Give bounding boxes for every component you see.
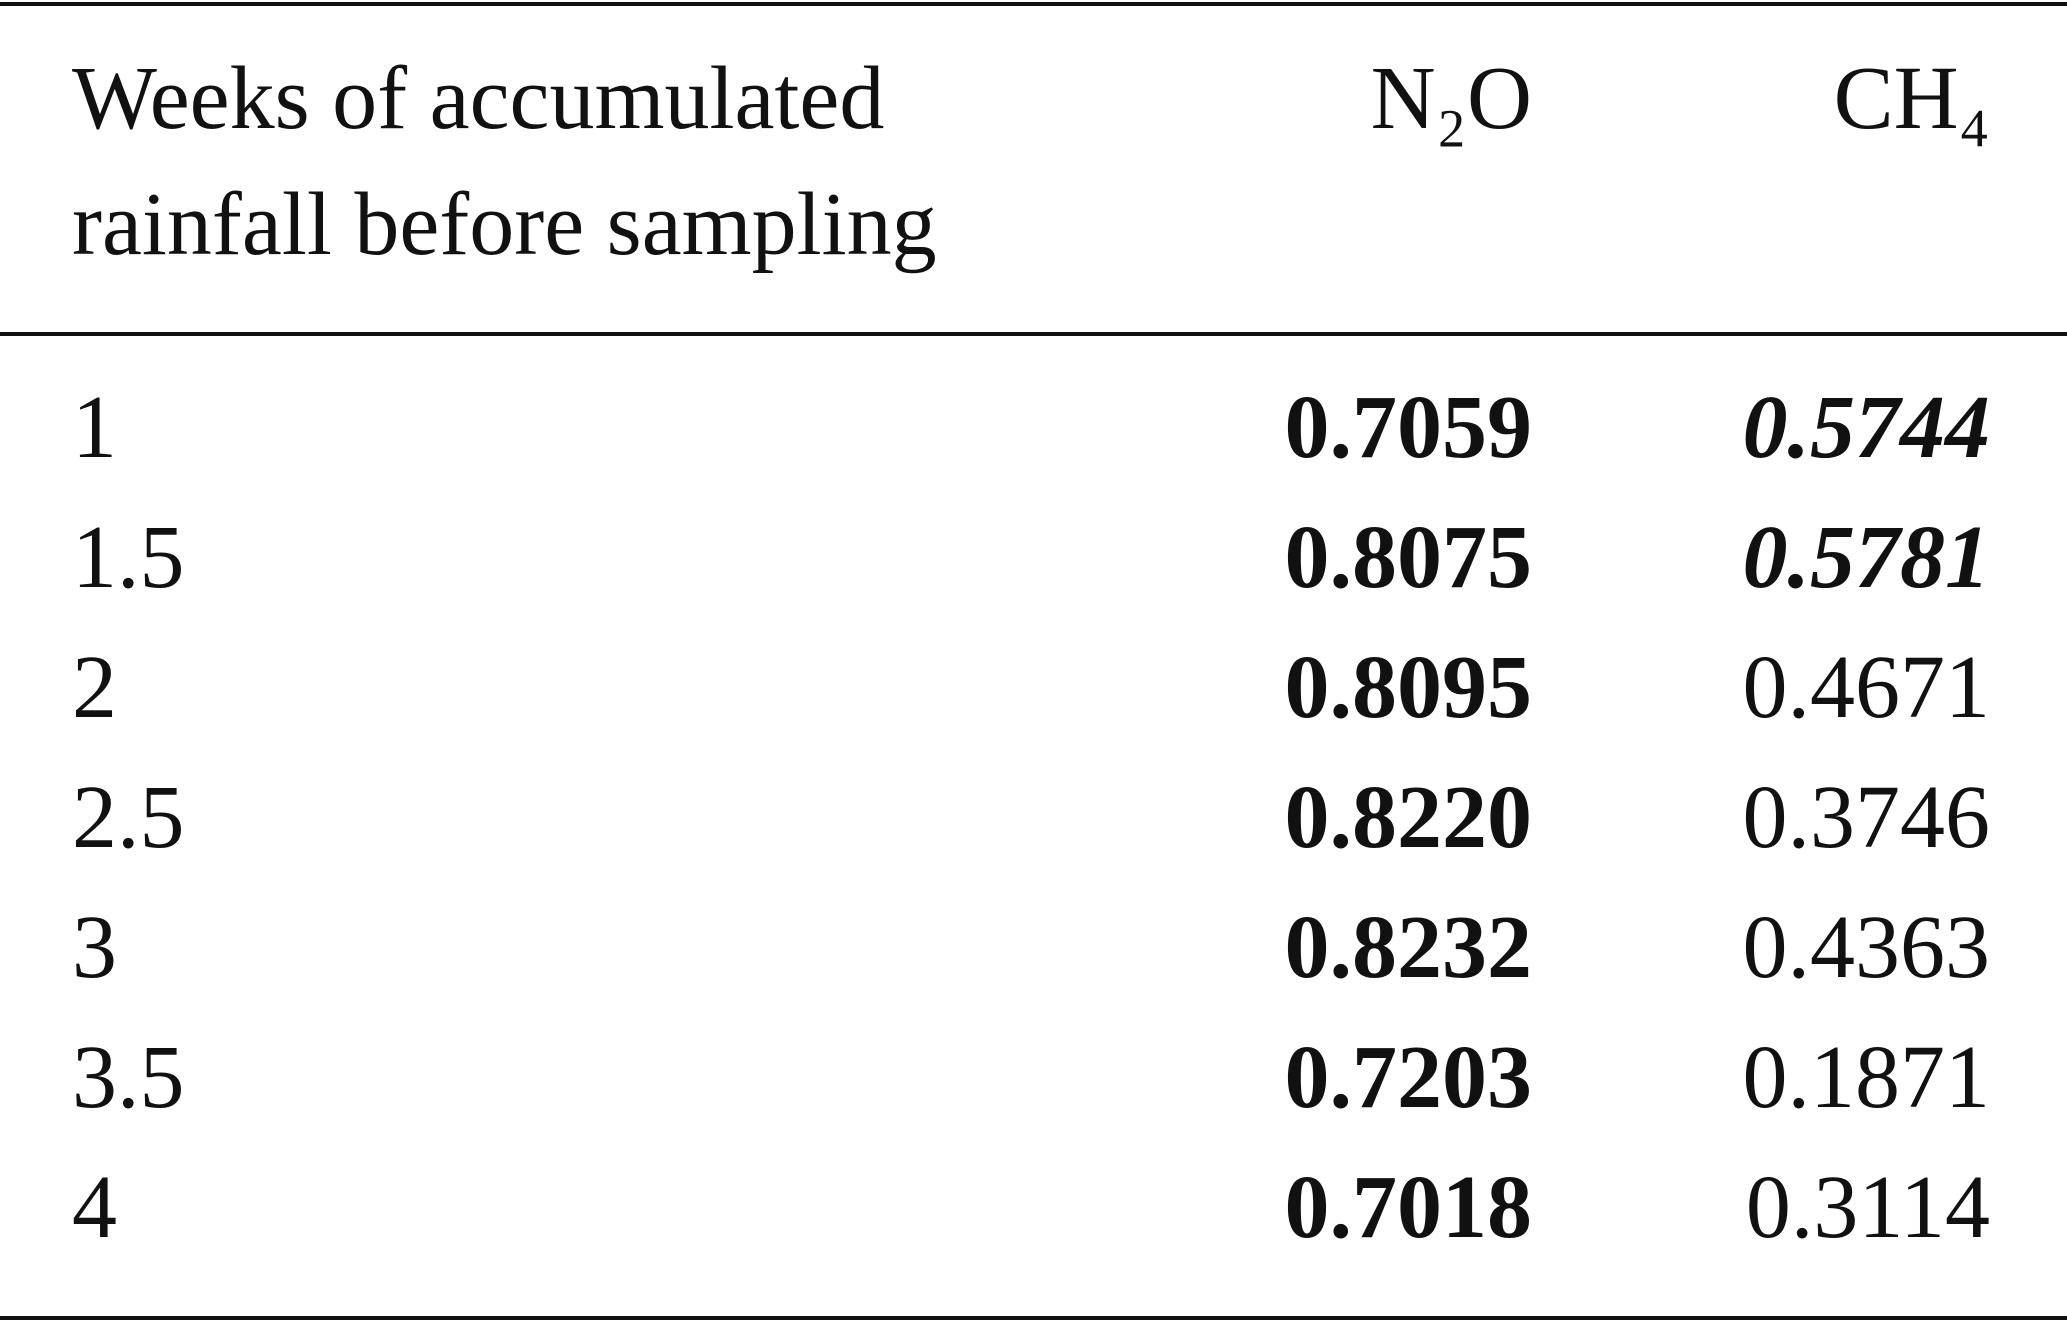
bottom-rule <box>0 1316 2067 1320</box>
table-cell: 0.8220 <box>1284 768 1533 867</box>
table-cell: 0.4671 <box>1742 638 1991 737</box>
table-cell: 2 <box>72 638 117 737</box>
table-cell: 0.1871 <box>1742 1028 1991 1127</box>
top-rule <box>0 2 2067 6</box>
table-cell: 3.5 <box>72 1028 185 1127</box>
table-cell: 2.5 <box>72 768 185 867</box>
table-cell: 0.5781 <box>1742 508 1991 607</box>
header-cell: N₂O <box>1370 49 1532 148</box>
table-cell: 0.8095 <box>1284 638 1533 737</box>
table-cell: 0.4363 <box>1742 898 1991 997</box>
table-cell: 4 <box>72 1158 117 1257</box>
table-cell: 0.7018 <box>1284 1158 1533 1257</box>
header-rule <box>0 332 2067 336</box>
table-cell: 0.3114 <box>1745 1158 1990 1257</box>
header-cell: CH₄ <box>1833 49 1990 148</box>
table-cell: 0.8075 <box>1284 508 1533 607</box>
table-cell: 3 <box>72 898 117 997</box>
table-cell: 1.5 <box>72 508 185 607</box>
table-cell: 0.7203 <box>1284 1028 1533 1127</box>
table-cell: 0.3746 <box>1742 768 1991 867</box>
table-cell: 0.7059 <box>1284 378 1533 477</box>
table-cell: 1 <box>72 378 117 477</box>
table-cell: 0.8232 <box>1284 898 1533 997</box>
header-cell: Weeks of accumulated rainfall before sam… <box>72 49 937 274</box>
table-cell: 0.5744 <box>1742 378 1991 477</box>
